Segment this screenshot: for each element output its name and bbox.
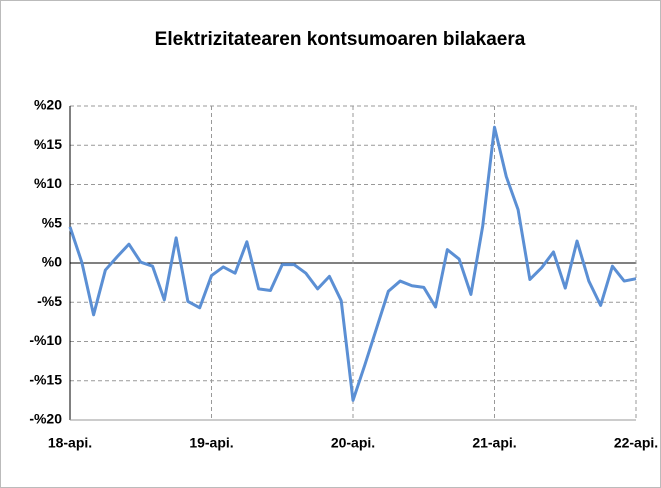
y-tick-label: %10: [34, 175, 62, 191]
x-tick-label: 19-api.: [189, 435, 233, 451]
y-tick-label: %5: [42, 214, 62, 230]
data-line: [68, 125, 637, 402]
x-tick-label: 21-api.: [472, 435, 516, 451]
y-tick-label: %20: [34, 97, 62, 113]
y-tick-label: %15: [34, 136, 62, 152]
x-tick-label: 22-api.: [614, 435, 658, 451]
y-tick-label: -%10: [29, 332, 62, 348]
x-tick-label: 20-api.: [331, 435, 375, 451]
y-tick-label: %0: [42, 254, 62, 270]
chart-title: Elektrizitatearen kontsumoaren bilakaera: [155, 29, 526, 50]
x-tick-label: 18-api.: [48, 435, 92, 451]
y-tick-label: -%20: [29, 411, 62, 427]
y-tick-label: -%15: [29, 371, 62, 387]
y-tick-label: -%5: [37, 293, 62, 309]
